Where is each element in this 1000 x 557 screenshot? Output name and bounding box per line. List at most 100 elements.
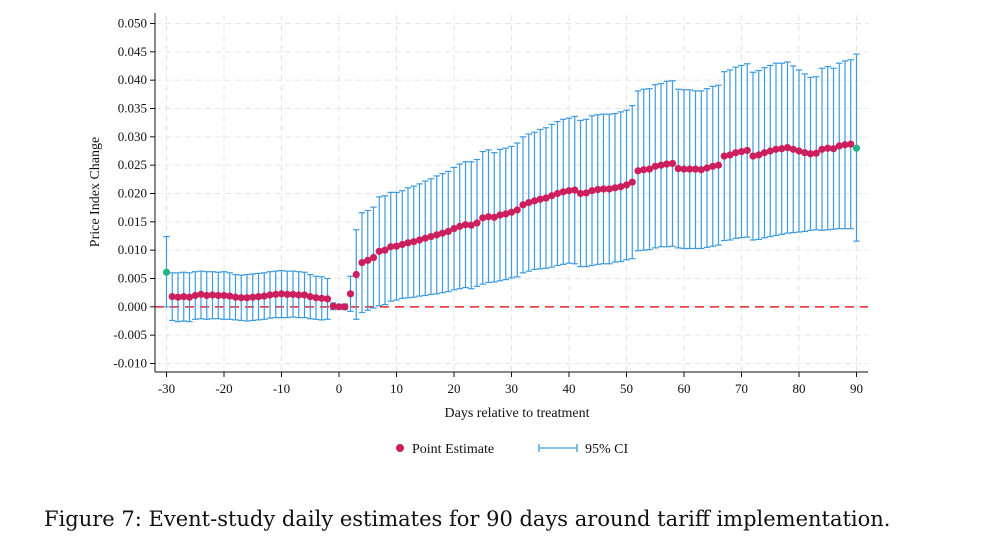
point-estimate [663,160,671,168]
point-estimate [444,227,452,236]
point-estimate [185,293,194,301]
legend-ci-label: 95% CI [585,442,629,457]
point-estimate [772,145,780,153]
point-estimate [507,208,516,216]
y-tick-label: 0.025 [118,157,147,172]
point-estimate [668,159,677,168]
point-estimate [369,253,378,262]
point-estimate [812,149,820,157]
point-estimate [410,238,418,246]
point-estimate [645,165,654,173]
point-estimate [502,210,510,218]
point-estimate [329,302,337,310]
gridlines [155,15,868,372]
y-tick-label: 0.045 [118,44,147,59]
point-estimate [755,151,763,159]
point-estimate [588,187,596,195]
point-estimate [392,242,401,250]
point-estimate [680,165,688,173]
point-estimate [611,184,619,192]
point-estimate [404,239,412,247]
point-estimate [634,167,642,175]
point-estimate [306,293,314,301]
point-estimate [548,192,556,200]
point-estimate [703,164,711,172]
point-estimate [231,293,240,301]
point-estimate [841,141,849,149]
point-estimate [364,256,372,264]
point-estimate [323,295,332,303]
point-estimate [674,164,682,173]
point-estimate [197,290,205,298]
point-estimate [427,232,435,241]
x-tick-label: 50 [620,381,633,396]
point-estimate [824,144,832,152]
point-estimate [553,189,562,198]
point-estimate [358,259,366,267]
point-estimate [760,149,769,157]
point-estimate [318,294,326,302]
y-tick-label: 0.015 [118,214,147,229]
point-estimate [686,165,694,173]
point-estimate [737,147,746,156]
point-estimate [571,186,579,194]
point-estimate [266,291,274,299]
point-estimate [375,247,383,255]
point-estimate [438,229,447,237]
point-estimate [433,231,441,239]
point-estimate [456,222,464,230]
point-estimate [415,236,424,244]
point-estimate [565,187,573,195]
point-estimate [272,290,280,298]
point-estimate [657,161,665,169]
x-axis-title: Days relative to treatment [445,406,590,421]
point-estimates [162,140,861,311]
point-estimate [766,147,774,155]
point-estimate [594,185,602,194]
y-tick-label: 0.005 [118,271,147,286]
y-tick-label: 0.035 [118,101,147,116]
point-estimate [617,183,625,191]
point-estimate [749,152,757,160]
point-estimate [203,291,211,300]
x-tick-label: 30 [505,381,518,396]
point-estimate [484,213,493,221]
point-estimate [829,145,838,153]
point-estimate [691,165,700,173]
y-tick-label: 0.050 [118,16,147,31]
legend-point-label: Point Estimate [412,442,494,457]
point-estimate [214,291,222,300]
point-estimate [530,197,539,205]
point-estimate [191,291,199,300]
point-estimate [743,146,751,155]
point-estimate [220,291,228,300]
point-estimate [295,291,303,299]
point-estimate [714,161,723,169]
point-estimate [783,144,792,152]
point-estimate [525,198,533,207]
x-axis-ticks: -30 -20 -10 0 10 20 30 40 50 60 70 80 90 [158,372,863,396]
point-estimate [651,162,659,170]
confidence-intervals [163,53,860,323]
y-tick-label: 0.000 [118,299,147,314]
point-estimate [795,147,803,155]
point-estimate [260,292,268,300]
point-estimate [237,294,245,302]
point-estimate [582,189,590,197]
point-estimate [289,290,297,298]
point-estimate [697,166,705,174]
point-estimate [513,206,521,214]
point-estimate [818,145,826,153]
point-estimate [599,185,608,193]
point-estimate [335,303,343,311]
point-estimate [254,293,263,301]
point-estimate [300,291,309,299]
point-estimate [180,293,188,301]
x-tick-label: -10 [273,381,290,396]
point-estimate [243,294,251,302]
y-tick-label: 0.030 [118,129,147,144]
point-estimate [208,291,217,299]
point-estimate-endpoint [852,144,861,152]
point-estimate [806,150,815,158]
point-estimate [726,151,734,159]
